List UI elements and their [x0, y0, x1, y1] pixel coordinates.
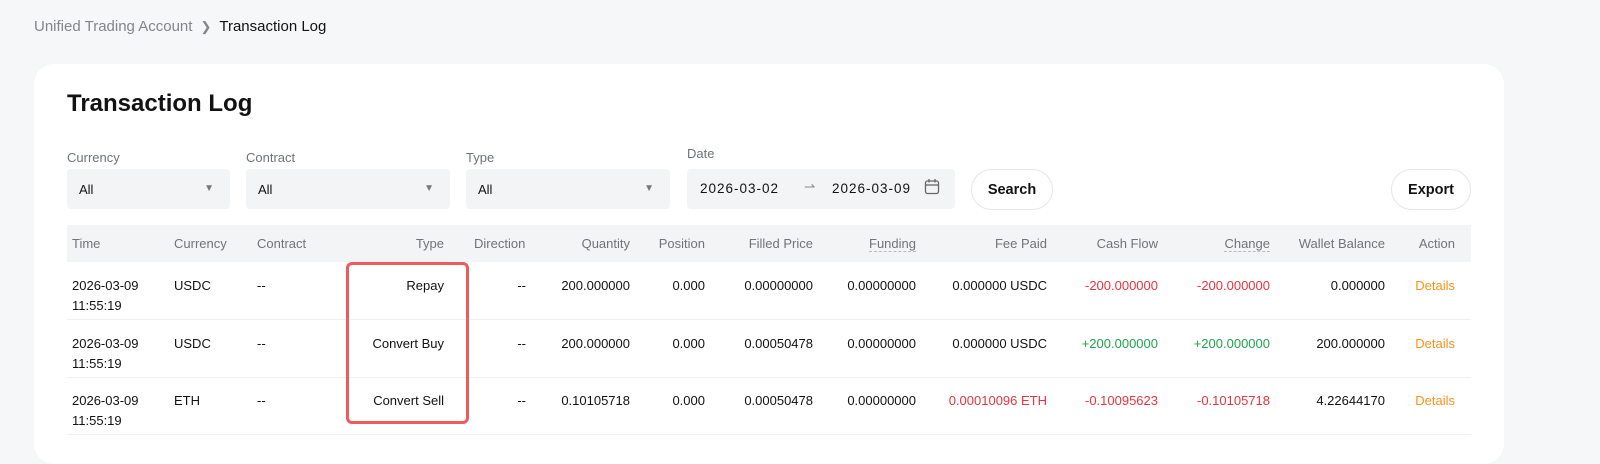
cell-contract: -- [257, 335, 266, 351]
cell-cash-flow: -200.000000 [1084, 278, 1158, 293]
cell-currency: ETH [174, 393, 200, 408]
contract-label: Contract [246, 150, 296, 165]
header-position: Position [658, 236, 705, 251]
cell-date: 2026-03-09 11:55:19 [72, 276, 139, 316]
page-title: Transaction Log [67, 90, 253, 117]
cell-contract: -- [257, 278, 266, 293]
header-direction: Direction [474, 236, 526, 251]
cell-funding: 0.00000000 [847, 393, 916, 408]
export-button[interactable]: Export [1391, 169, 1471, 210]
currency-label: Currency [67, 150, 120, 165]
cell-currency: USDC [174, 335, 211, 351]
cell-cash-flow: +200.000000 [1081, 335, 1158, 351]
type-select[interactable]: All ▼ [466, 169, 670, 209]
cell-direction: -- [517, 393, 526, 408]
cell-filled-price: 0.00000000 [744, 278, 813, 293]
cell-fee-paid: 0.000000 USDC [952, 278, 1047, 293]
cell-date: 2026-03-09 [72, 278, 139, 293]
type-label: Type [466, 150, 495, 165]
cell-change: -200.000000 [1196, 278, 1270, 293]
caret-down-icon: ▼ [644, 183, 654, 194]
cell-type: Convert Buy [372, 335, 444, 351]
cell-position: 0.000 [672, 393, 705, 408]
table-header: Time Currency Contract Type Direction Qu… [67, 225, 1471, 262]
calendar-icon[interactable] [924, 178, 940, 198]
cell-direction: -- [517, 278, 526, 293]
date-start[interactable]: 2026-03-02 [700, 181, 780, 196]
search-button[interactable]: Search [971, 169, 1053, 210]
header-time: Time [72, 236, 101, 251]
cell-wallet-balance: 4.22644170 [1316, 393, 1385, 408]
cell-fee-paid: 0.000000 USDC [952, 335, 1047, 351]
header-currency: Currency [174, 236, 227, 251]
date-range-picker[interactable]: 2026-03-02 ⇀ 2026-03-09 [687, 169, 955, 209]
cell-time: 11:55:19 [72, 355, 122, 371]
transaction-log-card [34, 64, 1504, 464]
chevron-right-icon: ❯ [200, 18, 212, 34]
cell-filled-price: 0.00050478 [744, 393, 813, 408]
header-filled-price: Filled Price [748, 236, 813, 251]
contract-select[interactable]: All ▼ [246, 169, 450, 209]
cell-change: +200.000000 [1193, 335, 1270, 351]
cell-change: -0.10105718 [1196, 393, 1270, 408]
cell-date: 2026-03-09 11:55:19 [72, 334, 139, 374]
cell-cash-flow: -0.10095623 [1084, 393, 1158, 408]
cell-currency: USDC [174, 278, 211, 293]
breadcrumb: Unified Trading Account ❯ Transaction Lo… [34, 18, 326, 35]
header-wallet-balance: Wallet Balance [1298, 236, 1385, 251]
table-row: 2026-03-09 11:55:19 ETH -- Convert Sell -- 0.1… [67, 377, 1471, 435]
cell-quantity: 200.000000 [561, 335, 630, 351]
arrow-right-icon: ⇀ [804, 179, 817, 194]
caret-down-icon: ▼ [424, 183, 434, 194]
header-type: Type [415, 236, 444, 251]
cell-action[interactable]: Details [1415, 335, 1455, 351]
table-row: 2026-03-09 11:55:19 USDC -- Repay -- 200.00000… [67, 262, 1471, 320]
cell-date: 2026-03-09 11:55:19 [72, 391, 139, 431]
cell-quantity: 200.000000 [561, 278, 630, 293]
cell-date: 2026-03-09 [72, 393, 139, 408]
cell-action[interactable]: Details [1415, 393, 1455, 408]
cell-fee-paid: 0.00010096 ETH [948, 393, 1047, 408]
currency-select[interactable]: All ▼ [67, 169, 230, 209]
cell-time: 11:55:19 [72, 298, 122, 313]
table-row: 2026-03-09 11:55:19 USDC -- Convert Buy -- 200… [67, 320, 1471, 378]
contract-value: All [258, 181, 273, 197]
cell-filled-price: 0.00050478 [744, 335, 813, 351]
cell-direction: -- [517, 335, 526, 351]
header-quantity: Quantity [581, 236, 630, 251]
caret-down-icon: ▼ [204, 183, 214, 194]
currency-value: All [79, 181, 94, 197]
breadcrumb-parent[interactable]: Unified Trading Account [34, 18, 193, 35]
cell-wallet-balance: 0.000000 [1330, 278, 1385, 293]
header-contract: Contract [257, 236, 307, 251]
cell-funding: 0.00000000 [847, 335, 916, 351]
header-cash-flow: Cash Flow [1096, 236, 1158, 251]
breadcrumb-current: Transaction Log [219, 18, 327, 35]
cell-date: 2026-03-09 [72, 335, 139, 351]
cell-action[interactable]: Details [1415, 278, 1455, 293]
header-fee-paid: Fee Paid [994, 236, 1047, 251]
highlight-box [346, 262, 469, 424]
date-end[interactable]: 2026-03-09 [832, 181, 912, 196]
cell-funding: 0.00000000 [847, 278, 916, 293]
cell-type: Repay [406, 278, 444, 293]
cell-time: 11:55:19 [72, 413, 122, 428]
cell-position: 0.000 [672, 335, 705, 351]
cell-wallet-balance: 200.000000 [1316, 335, 1385, 351]
header-action: Action [1418, 236, 1455, 251]
type-value: All [478, 181, 493, 197]
cell-position: 0.000 [672, 278, 705, 293]
header-funding: Funding [869, 236, 916, 252]
date-label: Date [687, 146, 715, 161]
cell-contract: -- [257, 393, 266, 408]
header-change: Change [1224, 236, 1270, 252]
cell-type: Convert Sell [373, 393, 444, 408]
cell-quantity: 0.10105718 [561, 393, 630, 408]
